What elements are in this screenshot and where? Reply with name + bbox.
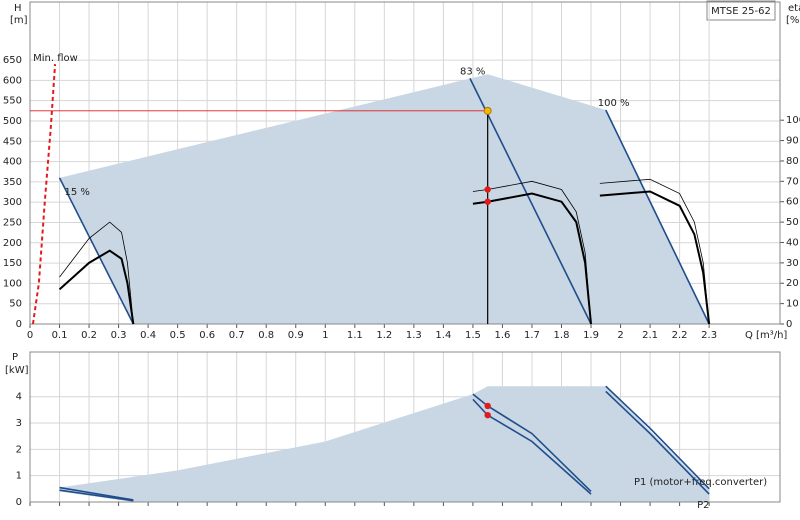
x-tick-label: 0.2 bbox=[81, 330, 97, 341]
y-tick-label: 650 bbox=[3, 55, 22, 66]
curve bbox=[59, 489, 134, 502]
y-tick-label: 200 bbox=[3, 238, 22, 249]
x-tick-label: 1.5 bbox=[465, 330, 481, 341]
y2-label: eta bbox=[788, 3, 800, 14]
y2-tick-label: 10 bbox=[786, 299, 799, 310]
x-tick-label: 0.3 bbox=[111, 330, 127, 341]
curve bbox=[31, 64, 57, 325]
y-tick-label: 450 bbox=[3, 136, 22, 147]
y-tick-label: 400 bbox=[3, 157, 22, 168]
curve bbox=[58, 177, 135, 325]
series-label: 100 % bbox=[598, 98, 630, 109]
x-tick-label: 0.9 bbox=[288, 330, 304, 341]
model-name: MTSE 25-62 bbox=[711, 6, 771, 17]
y-tick-label: 250 bbox=[3, 217, 22, 228]
y2-tick-label: 80 bbox=[786, 156, 799, 167]
x-tick-label: 0.1 bbox=[52, 330, 68, 341]
y2-tick-label: 20 bbox=[786, 278, 799, 289]
y-label: H bbox=[14, 3, 22, 14]
x-tick-label: 0.7 bbox=[229, 330, 245, 341]
x-tick-label: 2.3 bbox=[701, 330, 717, 341]
y-tick-label: 500 bbox=[3, 116, 22, 127]
x-tick-label: 1.8 bbox=[554, 330, 570, 341]
plot-frame bbox=[29, 1, 781, 325]
y2-tick-label: 0 bbox=[786, 319, 792, 330]
x-tick-label: 1.7 bbox=[524, 330, 540, 341]
y2-tick-label: 40 bbox=[786, 237, 799, 248]
curve bbox=[58, 249, 135, 325]
x-tick-label: 2 bbox=[617, 330, 623, 341]
x-tick-label: 1.1 bbox=[347, 330, 363, 341]
curve bbox=[599, 190, 711, 325]
operating-area bbox=[59, 386, 710, 502]
x-tick-label: 2.1 bbox=[642, 330, 658, 341]
y-label: P bbox=[12, 352, 18, 363]
duty-point bbox=[484, 411, 491, 419]
x-tick-label: 0.8 bbox=[258, 330, 274, 341]
curve bbox=[605, 109, 710, 325]
curve bbox=[59, 486, 134, 501]
curve bbox=[605, 385, 710, 490]
y2-tick-label: 100 bbox=[786, 115, 800, 126]
x-label: Q [m³/h] bbox=[745, 330, 787, 341]
y2-tick-label: 60 bbox=[786, 197, 799, 208]
y-tick-label: 550 bbox=[3, 96, 22, 107]
x-tick-label: 1 bbox=[322, 330, 328, 341]
operating-area bbox=[59, 74, 710, 324]
y2-tick-label: 90 bbox=[786, 136, 799, 147]
y2-unit: [%] bbox=[786, 15, 800, 26]
curve bbox=[59, 221, 134, 325]
x-tick-label: 1.3 bbox=[406, 330, 422, 341]
series-label: P2 bbox=[697, 500, 709, 511]
duty-point bbox=[484, 186, 491, 193]
x-tick-label: 0 bbox=[27, 330, 33, 341]
x-tick-label: 2.2 bbox=[672, 330, 688, 341]
y-tick-label: 1 bbox=[16, 471, 22, 482]
operating-point bbox=[483, 106, 492, 115]
series-label: Min. flow bbox=[33, 53, 78, 64]
y-tick-label: 4 bbox=[16, 392, 22, 403]
y-tick-label: 600 bbox=[3, 75, 22, 86]
duty-point bbox=[484, 198, 491, 205]
y-unit: [kW] bbox=[5, 365, 29, 376]
x-tick-label: 0.5 bbox=[170, 330, 186, 341]
plot-frame bbox=[29, 351, 781, 503]
x-tick-label: 0.6 bbox=[199, 330, 215, 341]
y-unit: [m] bbox=[10, 15, 28, 26]
y2-tick-label: 30 bbox=[786, 258, 799, 269]
y-tick-label: 50 bbox=[9, 299, 22, 310]
y-tick-label: 2 bbox=[16, 444, 22, 455]
y-tick-label: 0 bbox=[16, 319, 22, 330]
series-label: 15 % bbox=[65, 187, 90, 198]
series-label: P1 (motor+freq.converter) bbox=[634, 477, 767, 488]
x-tick-label: 1.9 bbox=[583, 330, 599, 341]
series-label: 83 % bbox=[460, 66, 485, 77]
model-box bbox=[706, 0, 776, 21]
y2-tick-label: 70 bbox=[786, 176, 799, 187]
y2-tick-label: 50 bbox=[786, 217, 799, 228]
y-tick-label: 150 bbox=[3, 258, 22, 269]
x-tick-label: 1.2 bbox=[376, 330, 392, 341]
y-tick-label: 300 bbox=[3, 197, 22, 208]
curve bbox=[472, 393, 592, 493]
curve bbox=[605, 390, 710, 495]
x-tick-label: 1.4 bbox=[435, 330, 451, 341]
curve bbox=[472, 398, 592, 495]
y-tick-label: 350 bbox=[3, 177, 22, 188]
duty-point bbox=[484, 402, 491, 410]
y-tick-label: 3 bbox=[16, 418, 22, 429]
y-tick-label: 0 bbox=[16, 497, 22, 508]
curve bbox=[469, 77, 592, 325]
x-tick-label: 1.6 bbox=[494, 330, 510, 341]
y-tick-label: 100 bbox=[3, 278, 22, 289]
x-tick-label: 0.4 bbox=[140, 330, 156, 341]
